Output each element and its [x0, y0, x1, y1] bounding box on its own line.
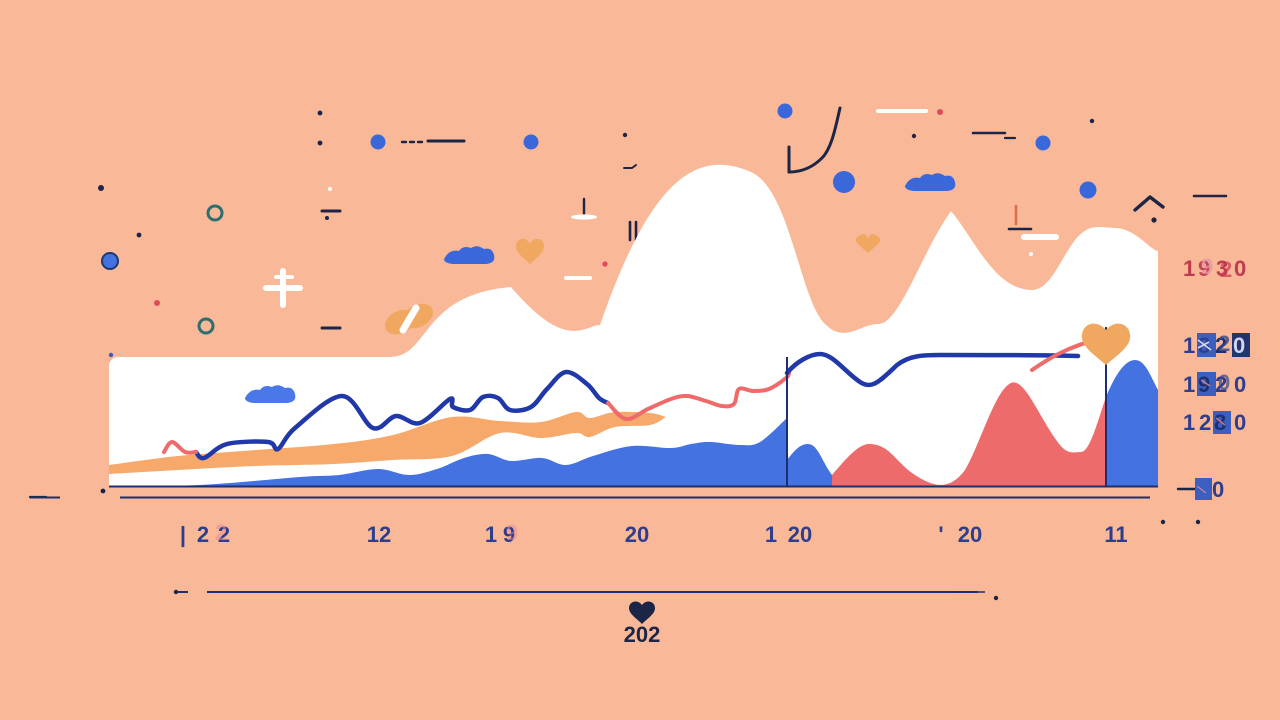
svg-text:0: 0: [1218, 370, 1230, 395]
svg-text:2: 2: [1218, 331, 1230, 356]
svg-text:2: 2: [1220, 257, 1232, 282]
svg-text:9: 9: [506, 520, 518, 545]
svg-text:0: 0: [1233, 333, 1245, 358]
svg-text:1: 1: [1183, 372, 1195, 397]
svg-text:12: 12: [367, 522, 391, 547]
svg-text:2: 2: [197, 522, 209, 547]
svg-text:0: 0: [1234, 410, 1246, 435]
svg-text:1: 1: [1183, 256, 1195, 281]
svg-text:2: 2: [215, 520, 227, 545]
svg-text:': ': [938, 522, 943, 547]
svg-text:11: 11: [1104, 522, 1127, 547]
svg-text:1: 1: [765, 522, 777, 547]
svg-text:0: 0: [1234, 256, 1246, 281]
svg-text:1: 1: [1183, 333, 1195, 358]
svg-text:1: 1: [1183, 410, 1195, 435]
svg-text:8: 8: [1214, 410, 1226, 435]
svg-text:0: 0: [1212, 477, 1224, 502]
svg-text:1: 1: [485, 522, 497, 547]
svg-text:20: 20: [625, 522, 649, 547]
svg-text:202: 202: [624, 622, 661, 647]
svg-text:20: 20: [958, 522, 982, 547]
svg-text:9: 9: [1201, 254, 1213, 279]
svg-text:2: 2: [1199, 410, 1211, 435]
svg-text:0: 0: [1234, 372, 1246, 397]
svg-text:20: 20: [788, 522, 812, 547]
svg-text:|: |: [180, 522, 186, 547]
